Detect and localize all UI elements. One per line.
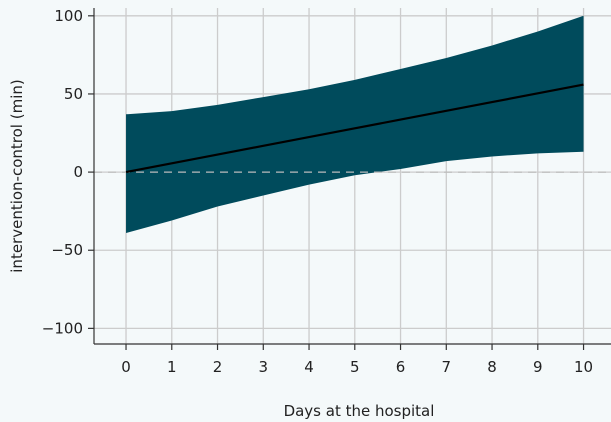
x-axis-title: Days at the hospital [284, 402, 435, 420]
x-tick-label-1: 1 [167, 358, 177, 376]
confidence-band [126, 15, 584, 234]
x-tick-label-2: 2 [213, 358, 223, 376]
y-tick-label-4: 100 [54, 7, 83, 25]
y-tick-label-0: −100 [42, 319, 83, 337]
x-tick-label-10: 10 [574, 358, 593, 376]
x-tick-label-5: 5 [350, 358, 360, 376]
y-tick-label-3: 50 [64, 85, 83, 103]
y-axis-title: intervention-control (min) [8, 79, 26, 272]
axes [93, 8, 611, 345]
x-tick-label-3: 3 [259, 358, 269, 376]
band-area [126, 15, 584, 234]
x-tick-label-6: 6 [396, 358, 406, 376]
y-tick-label-2: 0 [73, 163, 83, 181]
x-tick-label-9: 9 [533, 358, 543, 376]
x-tick-label-4: 4 [304, 358, 314, 376]
mean-line [125, 83, 584, 174]
y-tick-label-1: −50 [51, 241, 83, 259]
x-tick-label-0: 0 [121, 358, 131, 376]
x-tick-label-8: 8 [487, 358, 497, 376]
x-ticks: 0 1 2 3 4 5 6 7 8 9 10 [121, 344, 593, 376]
y-ticks: −100 −50 0 50 100 [42, 7, 94, 337]
series-line [125, 83, 584, 174]
x-tick-label-7: 7 [442, 358, 452, 376]
